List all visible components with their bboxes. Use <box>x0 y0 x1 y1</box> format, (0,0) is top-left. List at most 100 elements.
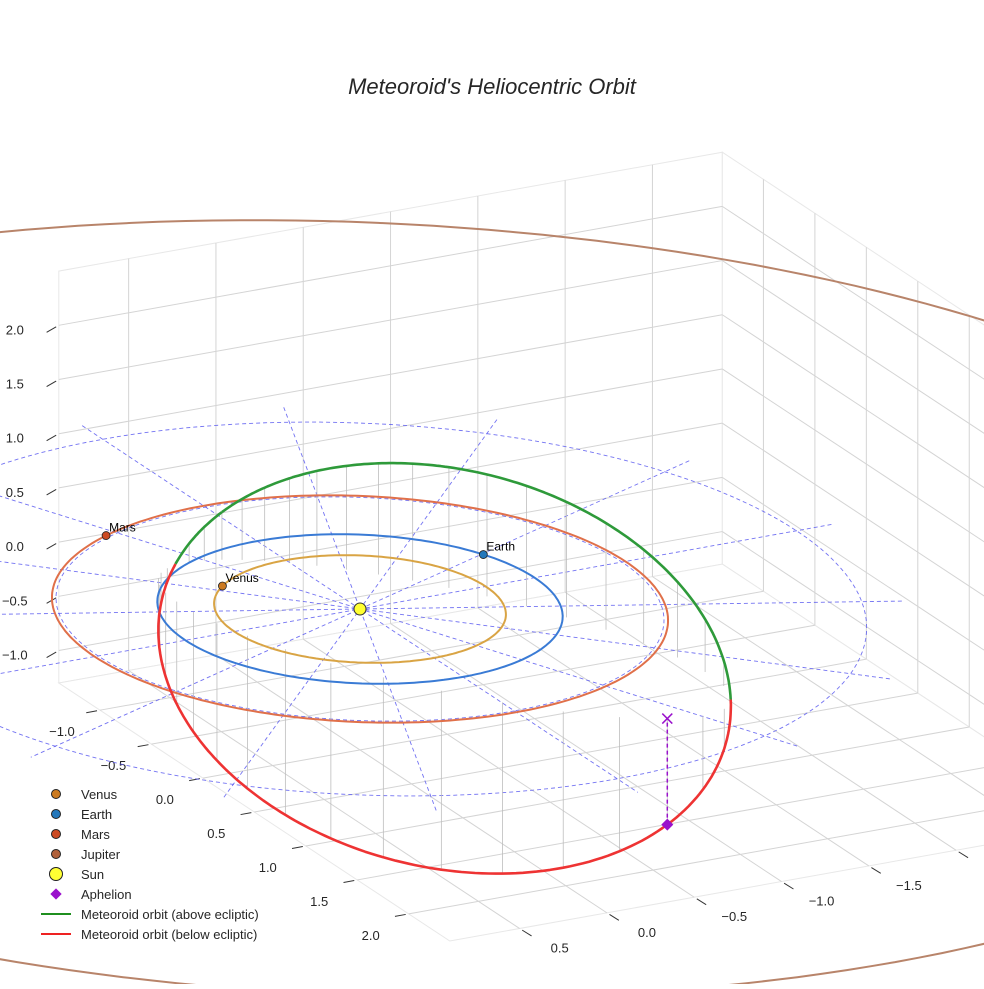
z-axis-tick <box>46 543 57 550</box>
grid-line <box>564 591 957 851</box>
y-axis-tick <box>958 851 969 859</box>
orbit-mars-orbit <box>51 494 669 724</box>
legend-swatch <box>38 804 74 824</box>
z-axis-tick <box>46 434 57 442</box>
legend-marker <box>51 829 61 839</box>
grid-line <box>722 368 984 543</box>
grid-line <box>722 531 984 705</box>
legend-label: Mars <box>81 826 110 842</box>
legend-marker <box>51 849 61 859</box>
y-axis-tick <box>521 929 532 937</box>
y-axis-label: −1.0 <box>809 894 835 909</box>
grid-line <box>477 607 870 867</box>
legend-marker <box>41 933 71 935</box>
x-axis-tick <box>137 744 149 748</box>
x-axis-tick <box>86 710 98 714</box>
grid-line <box>722 205 984 380</box>
mars-marker <box>101 531 111 540</box>
y-axis-tick <box>609 914 620 921</box>
y-axis-label: 0.0 <box>638 925 656 940</box>
planet-orbits <box>0 219 984 989</box>
sun-marker <box>353 602 367 616</box>
x-axis-label: −0.5 <box>101 758 127 773</box>
legend-label: Jupiter <box>81 846 121 862</box>
legend-label: Earth <box>81 806 113 822</box>
y-axis-label: −1.5 <box>896 878 922 893</box>
floor-pane <box>57 563 984 942</box>
orbit-earth-orbit <box>156 533 564 685</box>
legend-swatch <box>38 824 74 844</box>
legend-label: Aphelion <box>81 886 132 902</box>
legend: Venus Earth Mars Jupiter Sun Aphelion Meteoroi… <box>38 784 259 944</box>
earth-label: Earth <box>486 540 515 554</box>
legend-label: Meteoroid orbit (below ecliptic) <box>81 926 258 942</box>
x-axis-tick <box>291 846 303 850</box>
grid-line <box>302 638 695 898</box>
legend-marker <box>51 809 61 819</box>
chart-title: Meteoroid's Heliocentric Orbit <box>348 74 636 99</box>
y-axis-tick <box>871 867 882 874</box>
legend-item: Meteoroid orbit (above ecliptic) <box>38 904 259 924</box>
grid-line <box>58 422 723 543</box>
x-axis-tick <box>240 812 252 816</box>
y-axis-label: −0.5 <box>721 909 747 924</box>
grid-line <box>390 623 782 882</box>
legend-label: Venus <box>81 786 118 802</box>
legend-swatch <box>38 904 74 924</box>
orbit-above-ecliptic <box>221 461 732 700</box>
y-axis-label: 0.5 <box>551 941 569 956</box>
x-axis-label: 1.5 <box>310 894 328 909</box>
z-axis-label: 0.0 <box>6 539 24 554</box>
x-axis-label: 2.0 <box>362 928 380 943</box>
meteoroid-orbit <box>157 461 733 875</box>
gridlines <box>58 164 984 929</box>
mars-label: Mars <box>109 521 136 535</box>
grid-line <box>58 260 723 381</box>
grid-line <box>722 476 984 651</box>
z-axis-label: 1.0 <box>6 431 24 446</box>
legend-swatch <box>38 924 74 944</box>
grid-line <box>652 576 984 796</box>
legend-item: Earth <box>38 804 259 824</box>
grid-line <box>58 314 723 435</box>
legend-item: Venus <box>38 784 259 804</box>
ecliptic-spoke <box>30 460 690 758</box>
x-axis-label: 1.0 <box>259 860 277 875</box>
x-axis-tick <box>394 913 406 917</box>
x-axis-label: −1.0 <box>49 724 75 739</box>
legend-swatch <box>38 784 74 804</box>
grid-line <box>722 422 984 597</box>
ecliptic-spoke <box>283 407 437 811</box>
legend-item: Sun <box>38 864 259 884</box>
y-axis-tick <box>696 898 707 906</box>
legend-swatch <box>38 844 74 864</box>
legend-marker <box>49 867 63 881</box>
z-axis-tick <box>46 380 57 387</box>
earth-marker <box>478 550 488 559</box>
orbit-below-ecliptic <box>157 563 733 875</box>
z-axis-label: 1.5 <box>6 377 24 392</box>
legend-item: Mars <box>38 824 259 844</box>
grid-line <box>58 368 723 489</box>
z-axis-tick <box>46 651 57 658</box>
legend-marker <box>41 913 71 915</box>
venus-label: Venus <box>225 571 258 585</box>
legend-swatch <box>38 864 74 884</box>
grid-line <box>58 205 723 326</box>
legend-label: Meteoroid orbit (above ecliptic) <box>81 906 259 922</box>
z-axis-tick <box>46 326 57 333</box>
orbit-venus-orbit <box>213 554 507 664</box>
x-axis-tick <box>343 879 355 883</box>
venus-marker <box>218 581 227 591</box>
z-axis-tick <box>46 488 57 496</box>
x-axis-label: 0.5 <box>207 826 225 841</box>
aphelion-marker <box>661 818 674 831</box>
legend-marker <box>51 789 61 799</box>
legend-label: Sun <box>81 866 105 882</box>
x-axis-label: 0.0 <box>156 792 174 807</box>
ecliptic-ring <box>0 421 868 797</box>
z-axis-label: −0.5 <box>2 593 28 608</box>
legend-swatch <box>38 884 74 904</box>
legend-item: Jupiter <box>38 844 259 864</box>
